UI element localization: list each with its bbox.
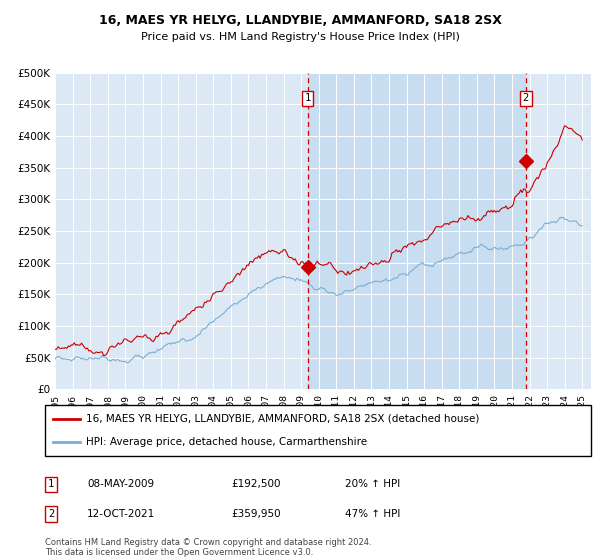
Text: 2: 2 (48, 509, 54, 519)
Text: 12-OCT-2021: 12-OCT-2021 (87, 509, 155, 519)
Text: £359,950: £359,950 (231, 509, 281, 519)
Text: Price paid vs. HM Land Registry's House Price Index (HPI): Price paid vs. HM Land Registry's House … (140, 32, 460, 43)
Bar (308, 73, 526, 389)
Text: 16, MAES YR HELYG, LLANDYBIE, AMMANFORD, SA18 2SX: 16, MAES YR HELYG, LLANDYBIE, AMMANFORD,… (98, 14, 502, 27)
Text: 20% ↑ HPI: 20% ↑ HPI (345, 479, 400, 489)
Text: 16, MAES YR HELYG, LLANDYBIE, AMMANFORD, SA18 2SX (detached house): 16, MAES YR HELYG, LLANDYBIE, AMMANFORD,… (86, 414, 479, 424)
FancyBboxPatch shape (45, 405, 591, 456)
Text: 1: 1 (305, 93, 311, 103)
Text: Contains HM Land Registry data © Crown copyright and database right 2024.
This d: Contains HM Land Registry data © Crown c… (45, 538, 371, 557)
Text: HPI: Average price, detached house, Carmarthenshire: HPI: Average price, detached house, Carm… (86, 437, 367, 447)
Text: 47% ↑ HPI: 47% ↑ HPI (345, 509, 400, 519)
Text: 1: 1 (48, 479, 54, 489)
Text: 08-MAY-2009: 08-MAY-2009 (87, 479, 154, 489)
Text: 2: 2 (523, 93, 529, 103)
Text: £192,500: £192,500 (231, 479, 281, 489)
